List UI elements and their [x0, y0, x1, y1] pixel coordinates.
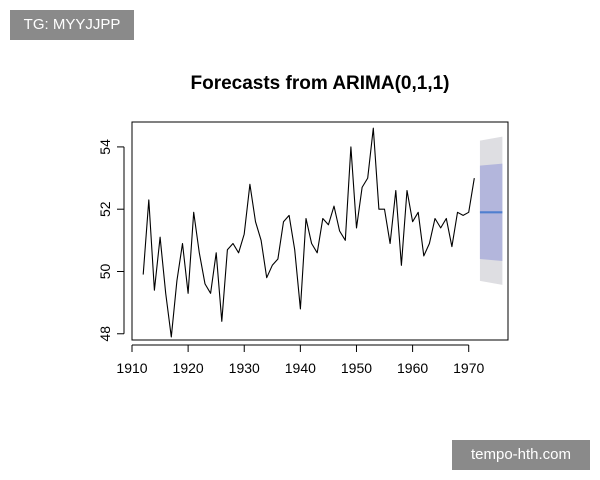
series-layer: [142, 127, 503, 338]
plot-box: [131, 121, 509, 341]
y-axis: 48 50 52 54: [97, 139, 125, 342]
chart-title: Forecasts from ARIMA(0,1,1): [190, 73, 449, 94]
x-tick-label: 1910: [116, 360, 147, 376]
y-tick-label: 50: [97, 263, 113, 279]
x-tick-label: 1920: [173, 360, 204, 376]
y-tick-label: 48: [97, 326, 113, 342]
channel-tag: TG: MYYJJPP: [10, 10, 134, 40]
x-axis: 1910 1920 1930 1940 1950 1960 1970: [116, 344, 484, 376]
x-tick-label: 1950: [341, 360, 372, 376]
x-tick-label: 1930: [229, 360, 260, 376]
x-tick-label: 1940: [285, 360, 316, 376]
site-watermark: tempo-hth.com: [452, 440, 590, 470]
x-tick-label: 1970: [453, 360, 484, 376]
y-tick-label: 52: [97, 201, 113, 217]
x-tick-label: 1960: [397, 360, 428, 376]
series-line: [142, 127, 475, 338]
y-tick-label: 54: [97, 139, 113, 155]
forecast-intervals: [479, 136, 503, 285]
